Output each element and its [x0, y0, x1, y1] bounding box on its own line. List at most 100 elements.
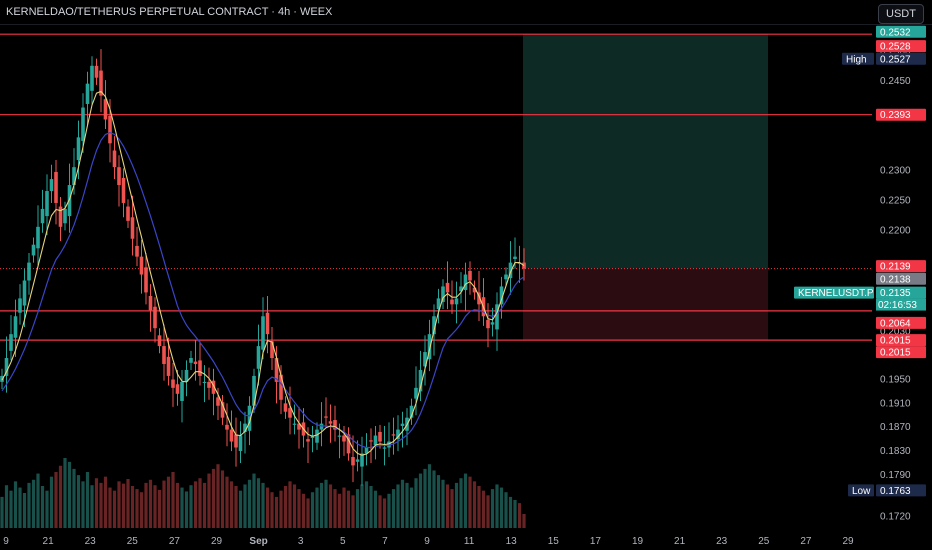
volume-bar	[364, 481, 369, 528]
candle-body	[297, 423, 301, 430]
candle-body	[72, 167, 76, 186]
volume-bar	[108, 487, 112, 528]
price-label-box	[876, 286, 926, 299]
volume-bar	[391, 489, 396, 528]
volume-bar	[297, 489, 301, 528]
x-tick-label: 21	[43, 536, 55, 547]
volume-bar	[513, 500, 517, 528]
price-label-text: 0.1763	[880, 486, 911, 497]
loss-zone	[523, 268, 768, 341]
candle-body	[229, 429, 234, 442]
volume-bar	[333, 489, 337, 528]
candle-body	[40, 208, 45, 224]
x-tick-label: 13	[506, 536, 518, 547]
volume-bar	[490, 489, 495, 528]
candle-body	[463, 274, 468, 291]
volume-bar	[441, 479, 445, 528]
volume-bar	[85, 472, 90, 528]
volume-bar	[202, 482, 207, 528]
candle-body	[265, 312, 270, 335]
candle-body	[499, 286, 504, 305]
x-tick-label: 23	[716, 536, 728, 547]
x-tick-label: 29	[211, 536, 223, 547]
price-label-box	[876, 272, 926, 285]
volume-bar	[9, 490, 13, 528]
price-tag-text: High	[846, 54, 867, 65]
candle-body	[468, 270, 472, 281]
volume-bar	[405, 482, 409, 528]
volume-bar	[157, 489, 162, 528]
volume-bar	[193, 481, 198, 528]
volume-bar	[459, 478, 463, 528]
price-label-text: 0.2015	[880, 348, 911, 359]
price-label-text: 0.2527	[880, 54, 911, 65]
volume-bar	[445, 484, 450, 528]
volume-bar	[22, 493, 27, 528]
x-tick-label: 19	[632, 536, 644, 547]
x-tick-label: 5	[340, 536, 346, 547]
volume-bar	[328, 484, 333, 528]
candle-body	[58, 206, 63, 227]
candle-body	[180, 381, 184, 401]
volume-bar	[126, 479, 130, 528]
horizontal-levels[interactable]	[0, 33, 872, 341]
ma-fast-line	[1, 90, 525, 456]
volume-bar	[409, 487, 414, 528]
candle-body	[333, 420, 337, 430]
volume-bar	[130, 486, 135, 528]
volume-bar	[337, 493, 342, 528]
ma-slow-line	[1, 131, 525, 449]
volume-bar	[418, 473, 423, 528]
currency-button[interactable]: USDT	[878, 4, 924, 24]
volume-bar	[265, 487, 270, 528]
candle-body	[450, 299, 454, 305]
candle-body	[477, 292, 481, 305]
price-label-box	[876, 484, 926, 497]
candle-body	[175, 384, 180, 394]
volume-bar	[315, 487, 319, 528]
candle-body	[495, 304, 499, 330]
candle-body	[18, 298, 22, 313]
volume-bar	[436, 475, 441, 528]
y-tick-label: 0.2250	[880, 195, 911, 206]
x-tick-label: 29	[842, 536, 854, 547]
volume-bar	[319, 482, 324, 528]
time-axis[interactable]: 9 21 23 25 27 29 Sep 3 5 7 9 11 13 15 17 19 21 23 25 27 29	[3, 536, 854, 547]
candle-body	[81, 107, 85, 141]
candle-body	[319, 423, 324, 430]
candle-body	[324, 416, 328, 418]
candle-body	[378, 431, 382, 442]
volume-bar	[360, 484, 364, 528]
candle-body	[454, 298, 459, 305]
volume-bar	[184, 491, 189, 528]
volume-bar	[67, 461, 72, 528]
candle-body	[189, 358, 193, 363]
x-tick-label: 25	[127, 536, 139, 547]
candle-body	[490, 322, 495, 325]
profit-zone	[523, 34, 768, 269]
volume-bar	[279, 490, 283, 528]
volume-bar	[288, 481, 292, 528]
candle-body	[409, 405, 414, 418]
volume-bar	[247, 479, 252, 528]
price-label-box	[876, 260, 926, 273]
volume-bar	[18, 487, 22, 528]
candle-body	[76, 137, 81, 161]
price-label-text: 0.2015	[880, 336, 911, 347]
price-label-box	[876, 334, 926, 347]
candle-body	[207, 381, 211, 388]
candle-body	[63, 208, 67, 224]
volume-bar	[324, 479, 328, 528]
candle-body	[315, 429, 319, 443]
volume-bar	[171, 472, 175, 528]
candle-body	[369, 440, 373, 442]
volume-bars	[0, 458, 526, 528]
volume-bar	[225, 476, 229, 528]
candle-body	[513, 256, 517, 260]
candle-body	[270, 341, 274, 359]
volume-bar	[4, 485, 9, 528]
volume-bar	[270, 492, 274, 528]
candle-body	[45, 191, 49, 217]
candle-body	[130, 217, 135, 239]
